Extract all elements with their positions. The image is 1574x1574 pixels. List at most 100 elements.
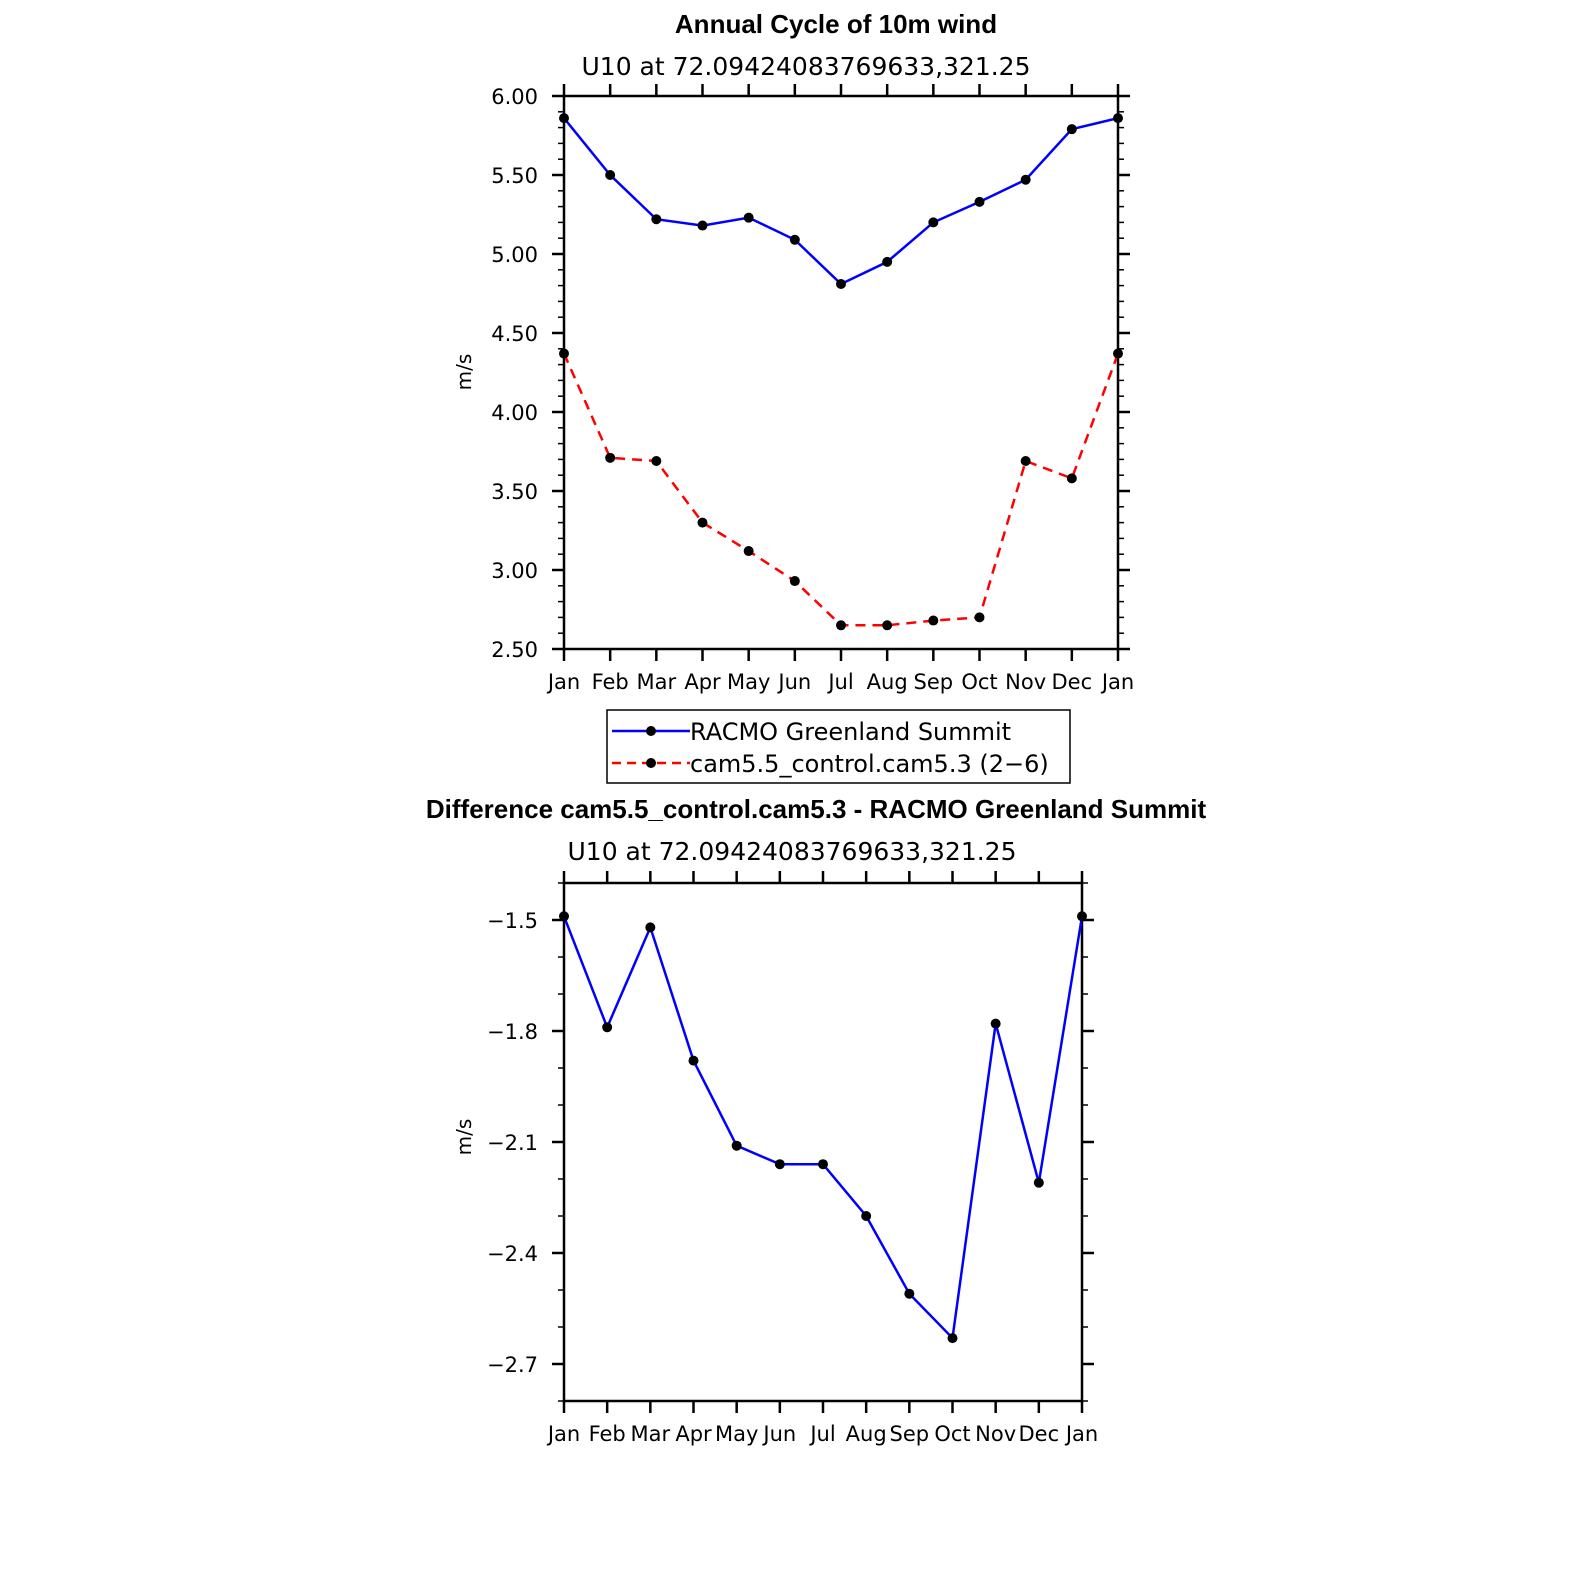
data-point	[651, 455, 662, 466]
chart-subtitle: U10 at 72.09424083769633,321.25	[568, 837, 1017, 866]
data-point	[559, 348, 569, 359]
data-point	[789, 234, 800, 245]
data-point	[645, 922, 656, 933]
legend-label-racmo: RACMO Greenland Summit	[690, 718, 1011, 746]
data-point	[1020, 174, 1031, 185]
data-point	[1066, 473, 1077, 484]
x-tick-label: Feb	[592, 670, 629, 694]
series-line-1	[562, 353, 1120, 627]
x-tick-label: Jun	[776, 670, 811, 694]
x-tick-label: Oct	[961, 670, 997, 694]
data-point	[836, 620, 846, 631]
y-tick-label: 3.50	[491, 480, 538, 504]
data-point	[818, 1159, 828, 1170]
x-tick-label: Sep	[890, 1422, 930, 1446]
y-tick-label: 5.00	[491, 243, 538, 267]
data-point	[1113, 348, 1123, 359]
series-line-0	[563, 116, 1119, 286]
plot-frame	[562, 94, 1120, 651]
y-tick-label: 4.50	[491, 322, 538, 346]
data-point	[602, 1022, 613, 1033]
data-point	[974, 196, 985, 207]
data-point	[1033, 1177, 1044, 1188]
x-tick-label: May	[727, 670, 770, 694]
x-tick-label: Dec	[1019, 1422, 1060, 1446]
data-point	[1077, 911, 1087, 922]
data-point	[688, 1055, 699, 1066]
y-tick-label: 3.00	[491, 559, 538, 583]
chart-title: Annual Cycle of 10m wind	[675, 9, 997, 39]
x-tick-label: May	[715, 1422, 758, 1446]
data-point	[559, 113, 569, 124]
x-tick-label: Jan	[546, 670, 580, 694]
x-tick-label: Jul	[808, 1422, 835, 1446]
plot-area: −2.7 −2.4 −2.1 −1.8 −1.5 Jan Feb Mar Apr May Jun Ju…	[487, 871, 1098, 1446]
x-tick-label: Aug	[867, 670, 908, 694]
annual-cycle-chart: Annual Cycle of 10m wind U10 at 72.09424…	[452, 9, 1134, 784]
legend-marker-racmo	[646, 726, 656, 736]
y-tick-label: −1.5	[487, 909, 538, 933]
x-tick-label: Mar	[637, 670, 677, 694]
data-point	[990, 1018, 1001, 1029]
data-point	[836, 279, 846, 290]
data-point	[882, 256, 893, 267]
data-point	[928, 615, 939, 626]
x-tick-label: Apr	[684, 670, 721, 694]
chart-title: Difference cam5.5_control.cam5.3 - RACMO…	[426, 794, 1207, 824]
chart-subtitle: U10 at 72.09424083769633,321.25	[582, 52, 1031, 81]
y-tick-label: 4.00	[491, 401, 538, 425]
y-tick-label: −1.8	[487, 1020, 538, 1044]
y-tick-label: 5.50	[491, 164, 538, 188]
data-point	[861, 1211, 872, 1221]
x-tick-label: Nov	[975, 1422, 1016, 1446]
x-tick-label: Jan	[1064, 1422, 1098, 1446]
x-tick-label: Jan	[1100, 670, 1134, 694]
data-point	[605, 452, 616, 463]
y-axis-label: m/s	[452, 1119, 476, 1156]
data-point	[697, 220, 708, 231]
data-point	[1066, 124, 1077, 135]
data-point	[743, 212, 754, 223]
data-point	[904, 1288, 915, 1299]
data-point	[605, 170, 616, 180]
y-tick-label: −2.4	[487, 1242, 538, 1266]
legend-marker-cam	[646, 758, 656, 768]
y-tick-label: −2.1	[487, 1131, 538, 1155]
plot-area: 2.50 3.00 3.50 4.00 4.50 5.00 5.50 6.00 Jan Feb Ma…	[491, 84, 1134, 694]
x-tick-label: Nov	[1005, 670, 1046, 694]
y-tick-label: 6.00	[491, 85, 538, 109]
data-point	[1113, 113, 1123, 124]
data-point	[789, 576, 800, 587]
data-point	[882, 620, 893, 631]
data-point	[697, 517, 708, 528]
data-point	[1020, 455, 1031, 466]
x-tick-label: Feb	[589, 1422, 626, 1446]
x-tick-label: Sep	[914, 670, 954, 694]
series-line-0	[562, 915, 1084, 1341]
y-tick-label: 2.50	[491, 638, 538, 662]
x-tick-label: Jan	[546, 1422, 580, 1446]
y-tick-label: −2.7	[487, 1353, 538, 1377]
data-point	[651, 214, 662, 225]
data-point	[731, 1140, 742, 1151]
data-point	[774, 1159, 785, 1170]
data-point	[743, 546, 754, 557]
data-point	[559, 911, 569, 922]
legend: RACMO Greenland Summit cam5.5_control.ca…	[606, 709, 1071, 784]
data-point	[974, 612, 985, 623]
data-point	[947, 1333, 958, 1344]
y-axis-label: m/s	[452, 354, 476, 391]
legend-label-cam: cam5.5_control.cam5.3 (2−6)	[690, 750, 1049, 778]
x-tick-label: Dec	[1052, 670, 1093, 694]
x-tick-label: Mar	[631, 1422, 671, 1446]
data-point	[928, 217, 939, 228]
x-tick-label: Jul	[826, 670, 853, 694]
difference-chart: Difference cam5.5_control.cam5.3 - RACMO…	[426, 794, 1207, 1446]
x-tick-label: Aug	[846, 1422, 887, 1446]
x-tick-label: Apr	[675, 1422, 712, 1446]
x-tick-label: Jun	[761, 1422, 796, 1446]
legend-box	[606, 709, 1071, 784]
plot-frame	[562, 881, 1084, 1403]
x-tick-label: Oct	[934, 1422, 970, 1446]
